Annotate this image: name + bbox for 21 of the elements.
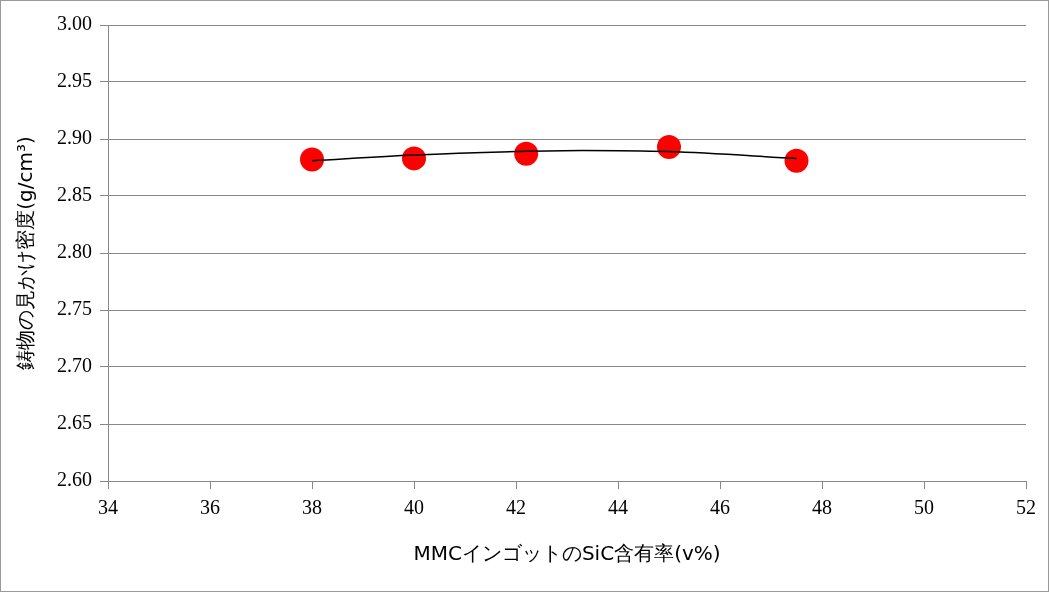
x-tick-label: 42 — [506, 496, 526, 519]
y-tick-label: 2.75 — [57, 297, 92, 320]
x-axis-title: MMCインゴットのSiC含有率(v%) — [413, 541, 721, 566]
y-tick-label: 2.80 — [57, 240, 92, 263]
y-tick-label: 2.90 — [57, 126, 92, 149]
x-tick-label: 38 — [302, 496, 322, 519]
x-tick-label: 48 — [812, 496, 832, 519]
y-tick-label: 2.85 — [57, 183, 92, 206]
y-tick-label: 2.65 — [57, 411, 92, 434]
y-axis-title: 鋳物の見かけ密度(g/cm³) — [13, 136, 38, 370]
x-tick-label: 50 — [914, 496, 934, 519]
y-tick-label: 2.60 — [57, 468, 92, 491]
x-tick-label: 44 — [608, 496, 628, 519]
x-tick-label: 34 — [98, 496, 118, 519]
y-tick-label: 2.70 — [57, 354, 92, 377]
x-tick-label: 52 — [1016, 496, 1036, 519]
x-tick-label: 40 — [404, 496, 424, 519]
x-tick-label: 36 — [200, 496, 220, 519]
y-tick-label: 3.00 — [57, 12, 92, 35]
y-tick-label: 2.95 — [57, 69, 92, 92]
x-tick-label: 46 — [710, 496, 730, 519]
